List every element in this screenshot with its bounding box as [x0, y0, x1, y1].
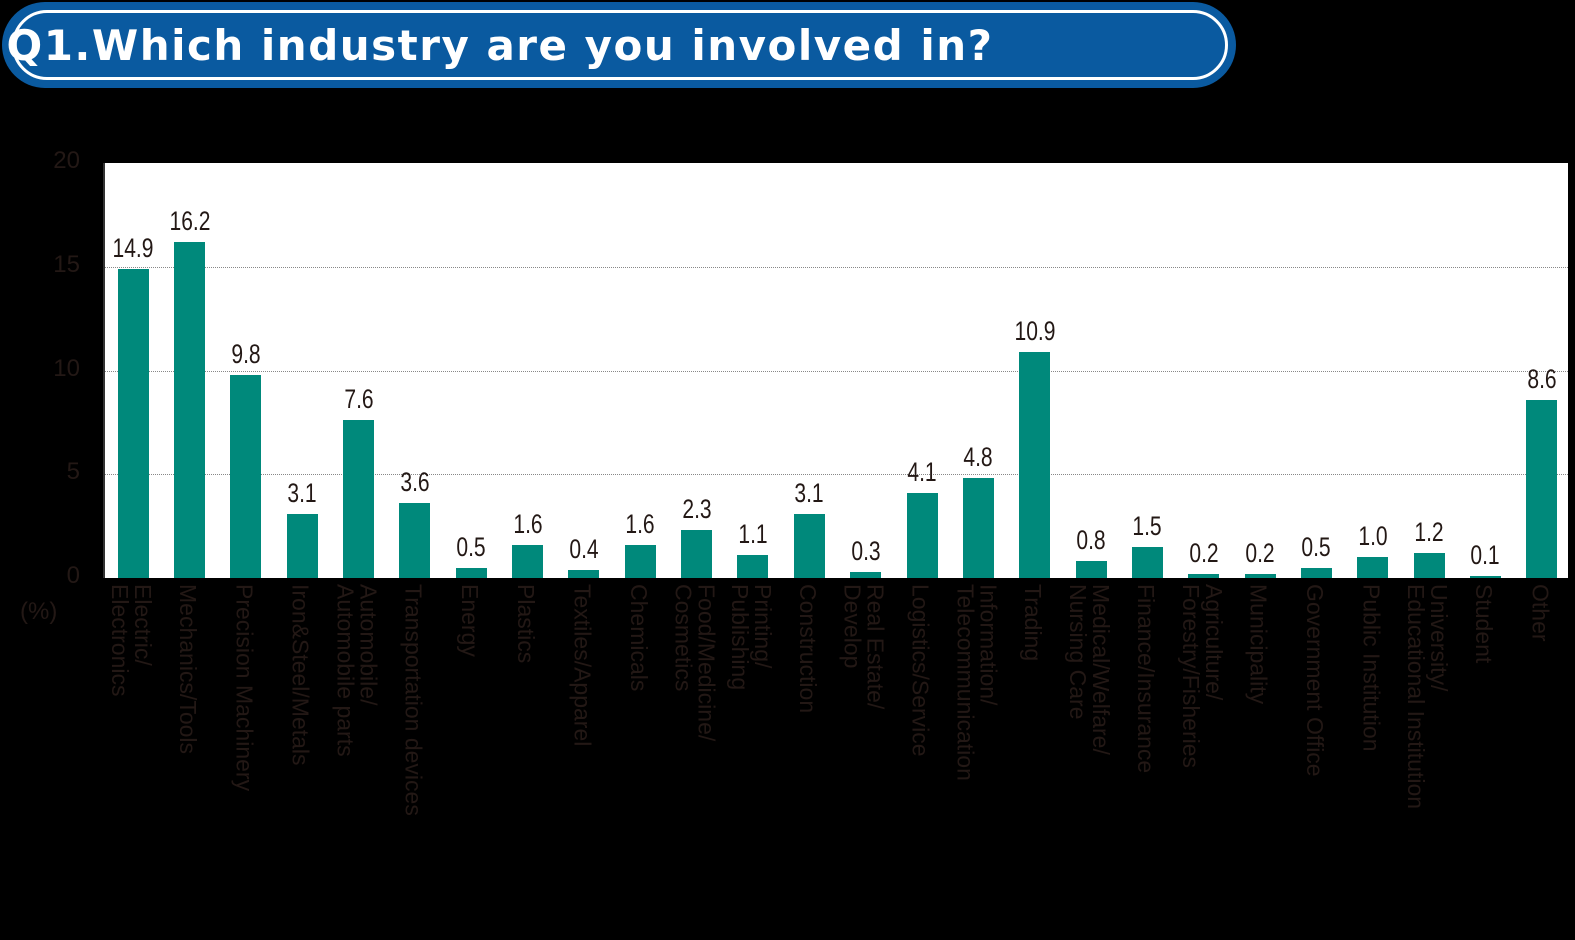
- x-category-label: Trading: [1020, 584, 1047, 662]
- bar-value-label: 1.2: [1414, 517, 1444, 548]
- bar: [117, 268, 149, 578]
- gridline: [105, 370, 1568, 372]
- plot-area: 14.9 16.2 9.8 3.1 7.6 3.6 0.5 1.6 0.4 1.6 2.3 1.1 3.…: [103, 163, 1568, 578]
- bar-value-label: 8.6: [1527, 363, 1557, 394]
- bar: [512, 544, 544, 578]
- x-category-label: Medical/Welfare/ Nursing Care: [1065, 584, 1115, 755]
- title-banner-inner: Q1.Which industry are you involved in?: [6, 10, 1228, 80]
- bar-value-label: 0.1: [1470, 539, 1501, 570]
- x-category-label: Government Office: [1301, 584, 1328, 777]
- bar: [962, 478, 994, 578]
- bar-value-label: 4.1: [907, 456, 937, 487]
- bar-value-label: 0.2: [1189, 537, 1219, 568]
- bar-value-label: 1.1: [738, 519, 768, 550]
- bar-value-label: 1.0: [1358, 521, 1388, 552]
- x-category-label: Real Estate/ Develop: [839, 584, 889, 710]
- x-category-label: Information/ Telecommunication: [952, 584, 1002, 781]
- x-category-label: Food/Medicine/ Cosmetics: [670, 584, 720, 742]
- bar: [1244, 573, 1276, 578]
- x-category-label: Automobile/ Automobile parts: [332, 584, 382, 757]
- x-category-label: Logistics/Service: [907, 584, 934, 757]
- bar-value-label: 0.4: [569, 533, 599, 564]
- x-category-label: Public Institution: [1358, 584, 1385, 752]
- chart-title: Q1.Which industry are you involved in?: [6, 20, 994, 70]
- x-category-label: Other: [1527, 584, 1554, 642]
- x-category-label: Chemicals: [625, 584, 652, 692]
- bar-value-label: 0.8: [1076, 525, 1106, 556]
- y-axis-unit: (%): [20, 598, 58, 625]
- bar: [343, 420, 375, 578]
- x-category-label: Transportation devices: [400, 584, 427, 816]
- x-axis-labels: Electric/ Electronics Mechanics/Tools Prec…: [103, 584, 1568, 940]
- gridline: [105, 266, 1568, 268]
- y-tick-label: 15: [53, 250, 80, 278]
- bar: [1413, 553, 1445, 578]
- bar-value-label: 3.6: [400, 467, 430, 498]
- x-category-label: Mechanics/Tools: [175, 584, 202, 755]
- bar: [1075, 561, 1107, 578]
- bar-value-label: 16.2: [169, 205, 211, 236]
- x-category-label: Finance/Insurance: [1132, 584, 1159, 774]
- bar: [624, 544, 656, 578]
- bar: [850, 571, 882, 578]
- y-tick-label: 20: [53, 147, 80, 174]
- x-category-label: Electric/ Electronics: [107, 584, 157, 697]
- bar: [793, 513, 825, 578]
- x-category-label: Energy: [456, 584, 483, 657]
- x-category-label: Construction: [794, 584, 821, 714]
- bar-value-label: 14.9: [112, 232, 154, 263]
- bar: [568, 569, 600, 578]
- bar-value-label: 0.5: [456, 531, 486, 562]
- bar: [906, 492, 938, 578]
- y-tick-label: 10: [53, 354, 80, 382]
- x-category-label: Textiles/Apparel: [569, 584, 596, 747]
- bar: [1131, 546, 1163, 578]
- x-category-label: Plastics: [513, 584, 540, 664]
- bar: [455, 567, 487, 578]
- bar-value-label: 3.1: [794, 477, 824, 508]
- bar-value-label: 1.6: [625, 508, 655, 539]
- x-category-label: Printing/ Publishing: [726, 584, 776, 691]
- gridline: [105, 474, 1568, 476]
- bar: [1526, 399, 1558, 578]
- bar-value-label: 10.9: [1014, 315, 1056, 346]
- bar-value-label: 0.3: [851, 535, 881, 566]
- y-tick-label: 5: [66, 458, 80, 486]
- bar: [230, 374, 262, 578]
- x-category-label: Agriculture/ Forestry/Fisheries: [1177, 584, 1227, 769]
- bar: [1019, 351, 1051, 578]
- bar-value-label: 9.8: [231, 338, 261, 369]
- title-banner: Q1.Which industry are you involved in?: [2, 2, 1236, 88]
- x-category-label: Student: [1470, 584, 1497, 664]
- bar: [1188, 573, 1220, 578]
- bar: [174, 241, 206, 578]
- bar: [681, 530, 713, 578]
- x-category-label: Precision Machinery: [231, 584, 258, 792]
- bar: [1357, 557, 1389, 578]
- bar-value-label: 4.8: [963, 442, 993, 473]
- bar: [737, 555, 769, 578]
- bar-value-label: 0.2: [1245, 537, 1275, 568]
- x-category-label: University/ Educational Institution: [1403, 584, 1453, 810]
- bar: [1300, 567, 1332, 578]
- x-category-label: Iron&Steel/Metals: [287, 584, 314, 766]
- x-category-label: Municipality: [1245, 584, 1272, 705]
- bar-value-label: 3.1: [287, 477, 317, 508]
- bar-value-label: 0.5: [1301, 531, 1332, 562]
- bar-value-label: 7.6: [343, 384, 374, 415]
- y-tick-label: 0: [66, 562, 80, 589]
- bar-value-label: 1.5: [1132, 510, 1163, 541]
- bar: [399, 503, 431, 578]
- bar-value-label: 2.3: [681, 494, 712, 525]
- bar: [1469, 575, 1501, 578]
- bar-value-label: 1.6: [512, 508, 543, 539]
- bar: [286, 513, 318, 578]
